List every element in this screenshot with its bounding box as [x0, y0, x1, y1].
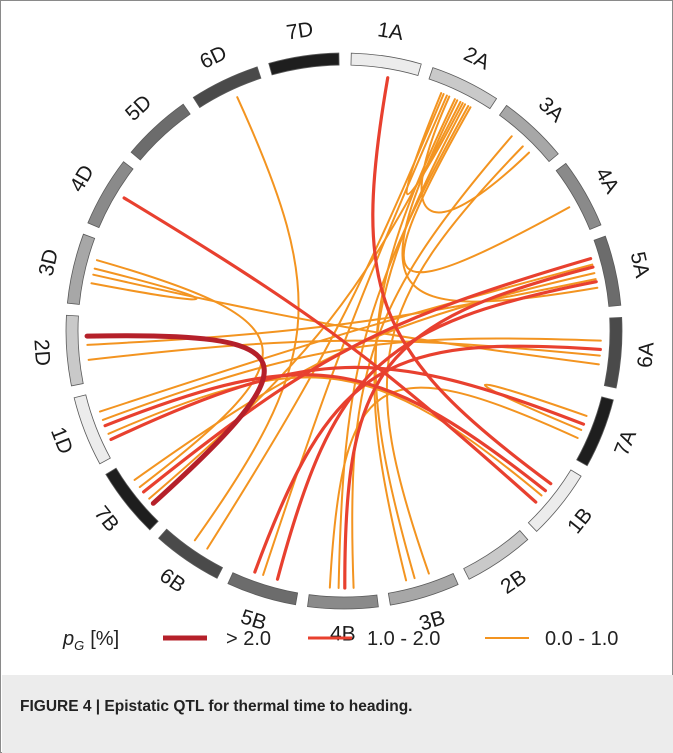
chromosome-arc-5b	[227, 572, 299, 606]
chromosome-label-7a: 7A	[610, 427, 641, 459]
chromosome-arc-6d	[192, 66, 262, 109]
chromosome-arc-1b	[527, 469, 582, 532]
link-2a-4a	[402, 106, 571, 274]
chromosome-label-3a: 3A	[534, 93, 568, 127]
link-2a-2a	[405, 92, 464, 196]
chromosome-label-4a: 4A	[591, 164, 624, 198]
chromosome-label-6b: 6B	[155, 564, 189, 598]
link-2a-6b	[206, 93, 445, 550]
link-2a-4b	[337, 105, 470, 589]
chromosome-label-7d: 7D	[285, 18, 315, 45]
link-3a-3b	[385, 145, 524, 575]
chromosome-label-7b: 7B	[89, 502, 123, 536]
link-7b-5a	[133, 272, 596, 481]
link-3d-6a	[92, 273, 600, 366]
chromosome-arc-1d	[73, 394, 111, 465]
chromosome-arc-2d	[65, 314, 84, 387]
chromosome-arc-4d	[87, 161, 134, 229]
legend-label-high: > 2.0	[226, 628, 271, 650]
chromosome-arc-7a	[576, 396, 614, 467]
interaction-links	[84, 76, 602, 590]
chromosome-arc-6a	[603, 317, 623, 389]
chromosome-arc-5a	[593, 235, 622, 307]
chromosome-arc-1a	[350, 52, 422, 76]
legend: pG [%] > 2.0 1.0 - 2.0 0.0 - 1.0	[62, 628, 618, 653]
legend-label-mid: 1.0 - 2.0	[367, 628, 440, 650]
link-5b-6a	[253, 344, 602, 574]
chromosome-label-1b: 1B	[563, 504, 597, 538]
chromosome-label-3d: 3D	[35, 247, 63, 278]
legend-title: pG [%]	[62, 628, 119, 653]
link-3d-3d	[90, 267, 198, 301]
link-3d-7b	[95, 259, 264, 489]
chromosome-arc-3a	[498, 104, 559, 163]
chromosome-arc-4b	[307, 594, 379, 610]
figure-caption: FIGURE 4 | Epistatic QTL for thermal tim…	[20, 698, 413, 715]
chromosome-label-1d: 1D	[46, 424, 77, 457]
chromosome-arc-3d	[66, 233, 96, 305]
chromosome-arc-5d	[130, 103, 191, 161]
chromosome-label-2a: 2A	[460, 43, 493, 75]
link-1d-1b	[103, 373, 548, 493]
legend-label-low: 0.0 - 1.0	[545, 628, 618, 650]
link-1d-1b	[107, 376, 543, 497]
chromosome-arc-3b	[387, 573, 459, 606]
link-2d-5a	[86, 278, 597, 346]
chromosome-label-2b: 2B	[497, 565, 531, 598]
link-4b-5a	[343, 265, 595, 590]
caption-box	[2, 675, 673, 753]
link-5b-5a	[275, 280, 598, 581]
link-2a-3a	[420, 95, 530, 214]
chromosome-label-1a: 1A	[376, 18, 405, 45]
chromosome-arc-7d	[268, 52, 340, 76]
chromosome-label-5a: 5A	[626, 250, 654, 280]
link-7b-5a	[141, 257, 593, 494]
chromosome-arc-2a	[428, 67, 498, 110]
chromosome-label-5d: 5D	[121, 91, 156, 126]
circos-plot: 1A2A3A4A5A6A7A1B2B3B4B5B6B7B1D2D3D4D5D6D…	[29, 18, 659, 653]
link-4d-1b	[122, 196, 538, 504]
legend-symbol: p	[62, 628, 74, 650]
link-7a-7a	[483, 383, 588, 431]
chromosome-label-2d: 2D	[29, 338, 54, 366]
link-7a-4b	[328, 386, 579, 589]
link-2d-7b	[84, 333, 267, 506]
link-1d-5a	[98, 263, 594, 413]
link-1d-7a	[109, 365, 586, 442]
legend-subscript: G	[74, 638, 84, 653]
chromosome-arc-2b	[463, 530, 529, 580]
chromosome-label-4b: 4B	[330, 622, 356, 645]
chromosome-ring	[65, 52, 623, 610]
link-1a-1b	[371, 76, 553, 486]
chromosome-arc-6b	[158, 528, 224, 579]
chromosome-label-6d: 6D	[196, 41, 230, 73]
chromosome-arc-4a	[555, 162, 602, 230]
link-2a-5b	[262, 94, 448, 576]
chromosome-label-4d: 4D	[65, 161, 98, 196]
chromosome-label-6a: 6A	[634, 341, 659, 368]
link-6d-6b	[193, 96, 300, 542]
legend-unit: [%]	[90, 628, 119, 650]
chromosome-arc-7b	[105, 467, 159, 531]
